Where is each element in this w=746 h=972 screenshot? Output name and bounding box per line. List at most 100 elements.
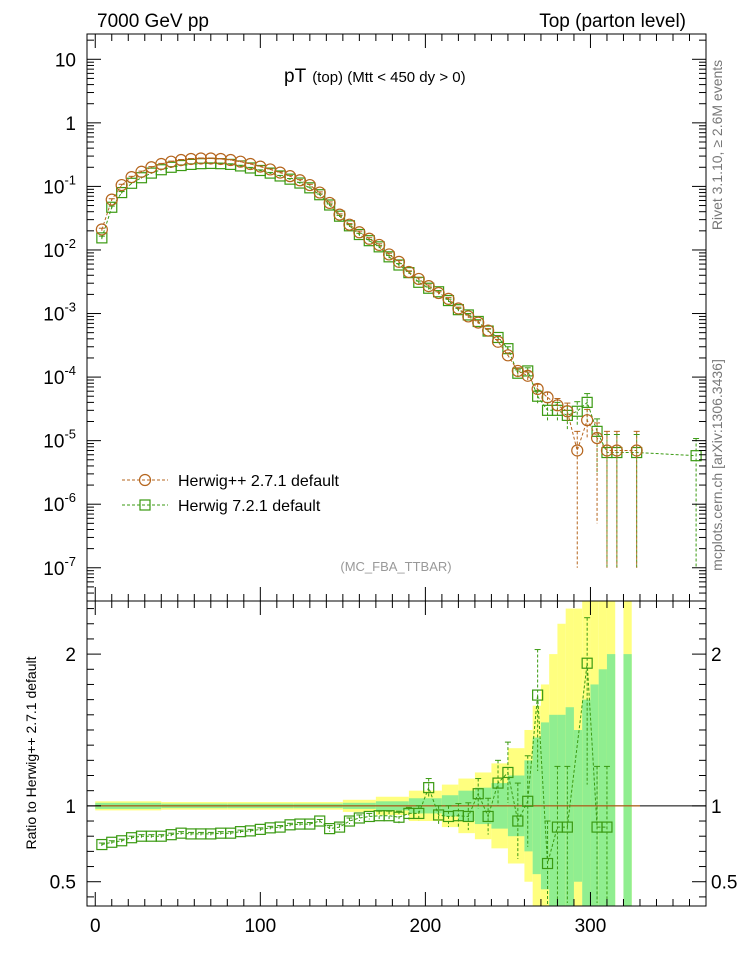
herwig7-ratio-point	[314, 815, 326, 827]
herwig7-ratio-point	[333, 821, 346, 833]
herwig7-ratio-point	[532, 689, 544, 701]
herwigpp-main-point	[412, 272, 425, 286]
herwig7-ratio-point	[413, 807, 425, 820]
herwigpp-main-point	[511, 364, 524, 378]
herwigpp-main-point	[165, 155, 178, 168]
herwigpp-main-point	[214, 152, 227, 166]
herwig7-ratio-point	[512, 815, 524, 827]
herwigpp-main-point	[501, 349, 515, 362]
ratio-y-tick-label-left: 0.5	[50, 873, 76, 894]
herwigpp-main-point	[610, 444, 623, 457]
herwig7-ratio-point	[492, 777, 504, 789]
ratio-frame	[86, 600, 707, 907]
herwig7-main-point	[690, 450, 702, 462]
main-y-tick-label: 10-7	[43, 554, 76, 580]
herwig7-ratio-point	[502, 766, 514, 779]
herwig7-main-point	[581, 396, 593, 408]
herwig7-ratio-point	[581, 657, 593, 669]
herwigpp-main-point	[571, 444, 584, 457]
herwigpp-main-point	[343, 218, 356, 231]
herwig7-main-point	[96, 232, 108, 244]
ratio-x-tick-label: 100	[244, 916, 276, 937]
herwigpp-main-point	[323, 196, 336, 210]
side-label-mcplots: mcplots.cern.ch [arXiv:1306.3436]	[709, 359, 725, 571]
main-panel	[86, 33, 707, 602]
plot-title-sub: (top) (Mtt < 450 dy > 0)	[312, 69, 465, 86]
herwigpp-main-point	[402, 265, 415, 279]
ratio-band-inner	[590, 684, 599, 906]
herwig7-ratio-point	[482, 810, 494, 823]
herwigpp-main-point	[373, 238, 386, 252]
main-y-tick-label: 10-2	[43, 236, 76, 262]
analysis-label: (MC_FBA_TTBAR)	[340, 559, 451, 574]
herwigpp-main-point	[482, 324, 495, 337]
herwigpp-main-point	[541, 391, 554, 404]
herwigpp-main-point	[333, 208, 346, 221]
ratio-y-tick-label-right: 1	[711, 797, 722, 818]
ratio-band-inner	[557, 714, 566, 906]
legend-entry-herwig7: Herwig 7.2.1 default	[122, 498, 321, 515]
herwigpp-main-line	[101, 158, 637, 453]
herwig7-ratio-point	[522, 795, 534, 807]
ratio-y-tick-label-left: 1	[65, 797, 76, 818]
plot-title: pT (top) (Mtt < 450 dy > 0)	[284, 66, 466, 87]
herwig7-ratio-point	[472, 788, 484, 800]
herwigpp-main-point	[600, 444, 614, 457]
herwig7-main-line	[101, 162, 697, 457]
ratio-x-tick-label: 300	[575, 916, 607, 937]
header-right: Top (parton level)	[539, 11, 686, 32]
herwigpp-main-point	[422, 280, 435, 293]
herwigpp-main-point	[224, 153, 237, 167]
herwigpp-main-point	[630, 444, 643, 457]
herwig7-ratio-point	[462, 810, 474, 823]
main-plot-area: 10-7 10-6 10-5 10-4 10-3 10-2 10-1 1 10	[43, 34, 706, 602]
ratio-band-inner	[623, 654, 632, 906]
herwigpp-main-point	[452, 302, 465, 315]
main-frame	[86, 33, 707, 602]
herwigpp-main-point	[531, 382, 544, 396]
legend: Herwig++ 2.7.1 default Herwig 7.2.1 defa…	[122, 473, 340, 515]
herwigpp-main-point	[125, 171, 138, 184]
legend-marker-circle	[138, 473, 152, 487]
ratio-band-inner	[606, 654, 616, 906]
ratio-plot-area: 0 100 200 300 0.5 0.5 1 1 2 2	[50, 600, 737, 937]
herwigpp-main-point	[115, 178, 128, 192]
main-y-tick-label: 10-4	[43, 363, 76, 389]
herwig7-ratio-point	[423, 782, 435, 794]
ratio-band-inner	[582, 699, 591, 906]
main-y-tick-label: 10-1	[43, 172, 76, 198]
herwigpp-main-point	[105, 193, 118, 206]
herwigpp-main-point	[135, 165, 148, 178]
herwigpp-main-point	[491, 335, 505, 348]
plot-title-main: pT	[284, 66, 307, 87]
ratio-ylabel: Ratio to Herwig++ 2.7.1 default	[23, 656, 39, 849]
herwigpp-main-point	[204, 152, 217, 165]
ratio-band-inner	[598, 669, 607, 906]
herwigpp-main-point	[194, 152, 207, 165]
herwigpp-main-point	[353, 226, 366, 239]
herwigpp-main-point	[184, 152, 198, 166]
herwigpp-main-point	[442, 292, 455, 305]
main-y-tick-label: 10-5	[43, 427, 76, 453]
legend-label-herwigpp: Herwig++ 2.7.1 default	[178, 473, 340, 490]
ratio-y-tick-label-right: 2	[711, 645, 722, 666]
main-y-tick-label: 1	[65, 114, 76, 135]
main-y-tick-label: 10-3	[43, 300, 76, 326]
herwigpp-main-point	[363, 232, 376, 245]
herwigpp-main-point	[392, 255, 406, 268]
header-left: 7000 GeV pp	[97, 11, 209, 32]
legend-label-herwig7: Herwig 7.2.1 default	[178, 498, 321, 515]
herwigpp-main-point	[581, 414, 594, 427]
herwigpp-main-point	[382, 248, 396, 261]
herwigpp-main-point	[174, 153, 188, 167]
herwigpp-main-point	[561, 405, 574, 418]
herwigpp-main-point	[462, 310, 475, 323]
herwig7-ratio-point	[541, 857, 554, 870]
herwig7-main-point	[106, 201, 118, 213]
herwigpp-main-point	[521, 369, 534, 382]
ratio-band-inner	[549, 714, 558, 906]
ratio-x-tick-label: 200	[410, 916, 442, 937]
herwigpp-main-point	[590, 431, 604, 445]
herwig7-ratio-point	[561, 821, 573, 833]
